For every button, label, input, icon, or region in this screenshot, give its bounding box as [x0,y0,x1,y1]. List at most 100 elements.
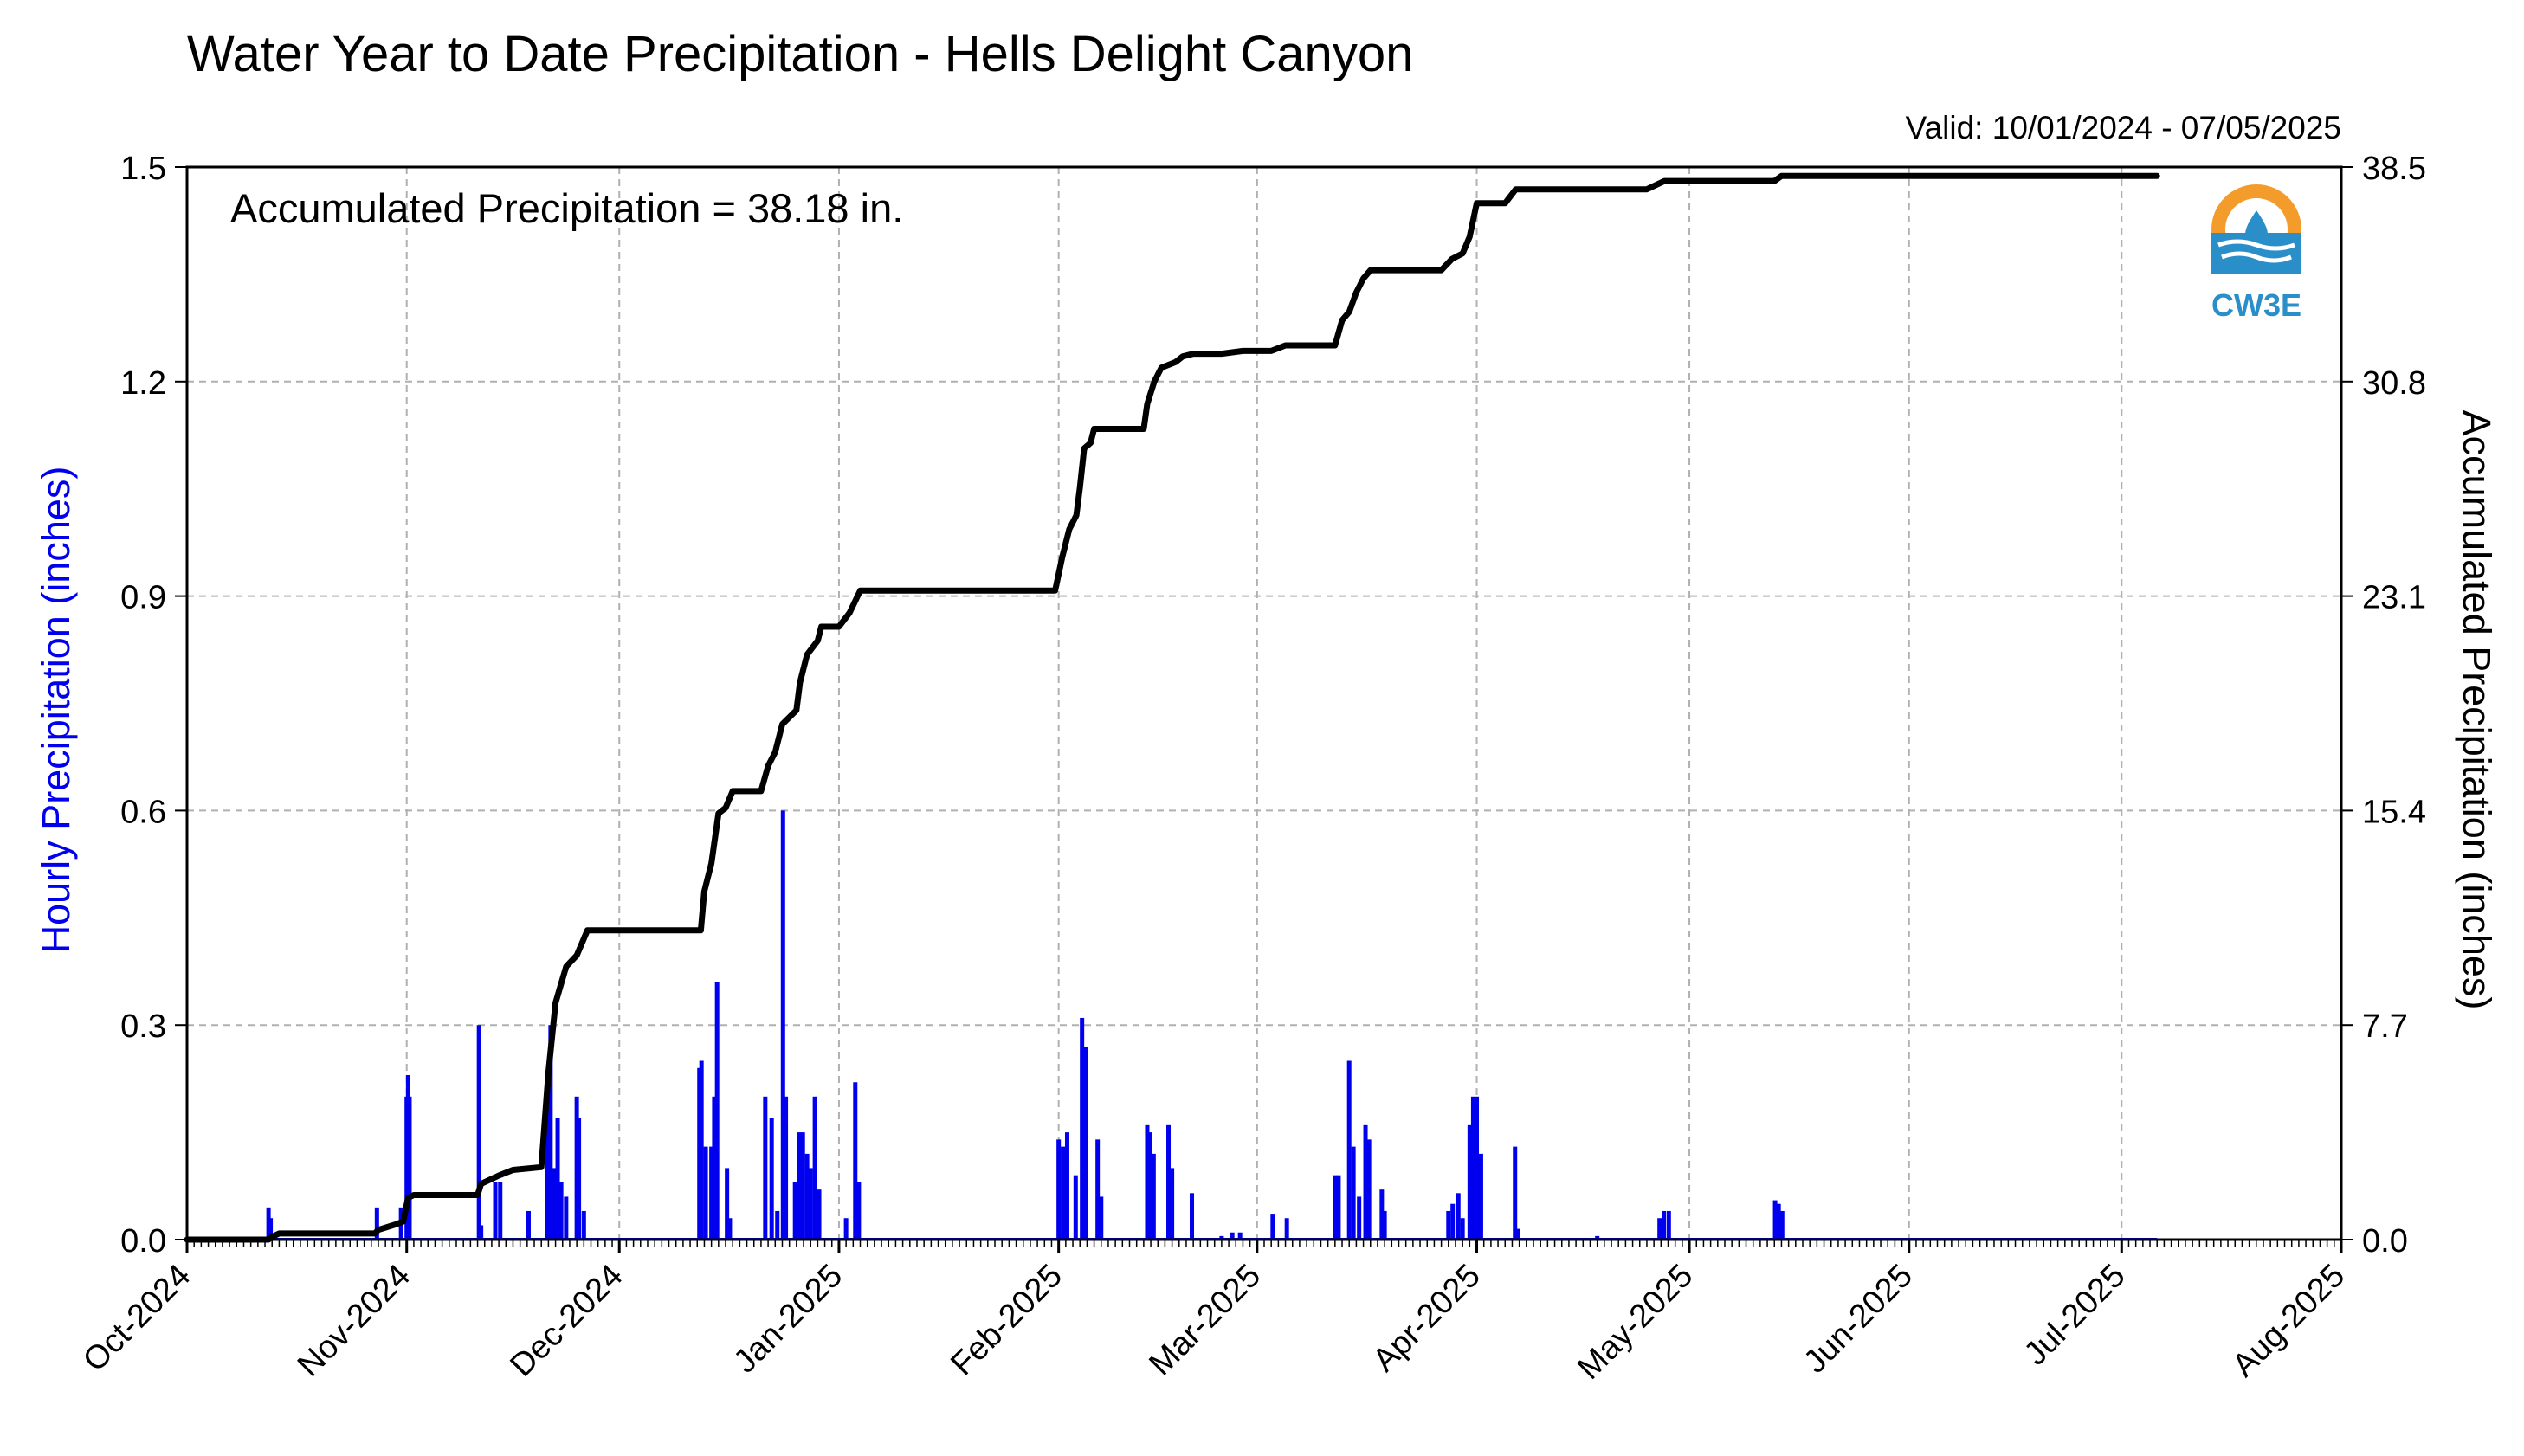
hourly-bar [1595,1235,1600,1240]
x-tick-label: Mar-2025 [1142,1258,1268,1383]
hourly-bar [493,1182,498,1240]
hourly-bar [1170,1168,1175,1240]
hourly-bar [1336,1175,1341,1240]
logo-text: CW3E [2211,287,2301,323]
hourly-bar [1772,1200,1778,1240]
hourly-bar [1382,1210,1387,1240]
hourly-bar [843,1218,849,1240]
hourly-bar [1346,1060,1352,1240]
hourly-bar [769,1118,774,1240]
hourly-bar [1351,1146,1356,1240]
hourly-bar [1363,1124,1368,1240]
hourly-bar [812,1096,817,1240]
hourly-bar [1073,1175,1078,1240]
hourly-bar [1056,1139,1062,1240]
hourly-bar [564,1196,569,1240]
hourly-bar [703,1146,708,1240]
accumulated-annotation: Accumulated Precipitation = 38.18 in. [230,185,903,231]
x-tick-label: Jun-2025 [1797,1258,1920,1381]
x-tick-label: May-2025 [1571,1258,1700,1387]
y-tick-label-left: 0.0 [120,1223,166,1260]
hourly-bar [1379,1189,1385,1240]
hourly-bar [714,982,720,1240]
hourly-bar [1357,1196,1362,1240]
x-tick-label: Dec-2024 [503,1258,629,1384]
hourly-bar [1666,1210,1671,1240]
hourly-bar [856,1182,862,1240]
hourly-bar [1083,1046,1088,1240]
grid-lines [187,167,2341,1240]
y-tick-label-right: 15.4 [2362,794,2426,830]
hourly-bar [1230,1232,1235,1240]
x-tick-label: Oct-2024 [76,1258,197,1379]
y-tick-label-left: 0.9 [120,580,166,616]
x-tick-label: Jan-2025 [727,1258,850,1381]
axes: 0.0 0.3 0.6 0.9 1.2 1.5 0.0 7.7 15.4 23.1 30.8 38.5… [76,151,2426,1387]
y-tick-label-right: 30.8 [2362,365,2426,402]
hourly-bar [1190,1193,1195,1240]
hourly-bar [1270,1214,1275,1240]
hourly-bar [1151,1153,1156,1240]
y-tick-label-left: 0.6 [120,794,166,830]
hourly-bar [555,1118,560,1240]
hourly-bar [1147,1132,1152,1240]
hourly-bar [727,1218,733,1240]
hourly-bar [775,1210,780,1240]
hourly-bar [1237,1232,1243,1240]
y-tick-label-right: 38.5 [2362,151,2426,187]
hourly-bar [1475,1096,1480,1240]
hourly-bar [374,1207,379,1240]
x-tick-label: Apr-2025 [1366,1258,1488,1379]
x-tick-label: Nov-2024 [291,1258,417,1384]
hourly-bar [1515,1228,1520,1240]
hourly-bar [1460,1218,1465,1240]
hourly-bar [581,1210,586,1240]
accumulated-line [184,172,2160,1243]
hourly-bar [780,810,785,1240]
hourly-bar [1513,1146,1518,1240]
hourly-bar [1095,1139,1101,1240]
hourly-bar [817,1189,822,1240]
hourly-bar [797,1132,802,1240]
hourly-bar [1662,1210,1667,1240]
hourly-bar [1145,1124,1150,1240]
hourly-bar [558,1182,564,1240]
hourly-bars [187,810,2158,1240]
y-tick-label-left: 1.5 [120,151,166,187]
hourly-bar [800,1132,805,1240]
y-axis-label-right: Accumulated Precipitation (inches) [2455,410,2499,1010]
hourly-bar [725,1168,730,1240]
x-tick-label: Feb-2025 [944,1258,1069,1383]
hourly-bar [699,1060,704,1240]
hourly-bar [808,1168,813,1240]
hourly-bar [548,1025,553,1240]
hourly-bar [1219,1235,1224,1240]
hourly-bar [1446,1210,1451,1240]
hourly-bar [479,1225,484,1240]
hourly-bar [709,1146,714,1240]
x-tick-label: Aug-2025 [2225,1258,2352,1384]
hourly-bar [1450,1203,1456,1240]
hourly-bar [712,1096,717,1240]
chart-title: Water Year to Date Precipitation - Hells… [187,26,1413,82]
hourly-bar [1333,1175,1338,1240]
hourly-bar [1470,1096,1475,1240]
cw3e-logo: CW3E [2211,184,2301,323]
hourly-bar [498,1182,503,1240]
hourly-bar [1456,1193,1461,1240]
chart-subtitle: Valid: 10/01/2024 - 07/05/2025 [1906,110,2341,145]
y-tick-label-right: 0.0 [2362,1223,2408,1260]
hourly-bar [1478,1153,1483,1240]
hourly-bar [526,1210,531,1240]
y-tick-label-right: 23.1 [2362,580,2426,616]
hourly-bar [552,1168,557,1240]
hourly-bar [545,1082,550,1240]
logo-wave-line [2217,239,2295,251]
hourly-bar [1080,1017,1085,1240]
accumulated-line-group [184,172,2160,1243]
plot-frame [185,165,2343,1241]
hourly-bar [1467,1124,1472,1240]
y-tick-label-left: 1.2 [120,365,166,402]
hourly-bar [1779,1210,1785,1240]
